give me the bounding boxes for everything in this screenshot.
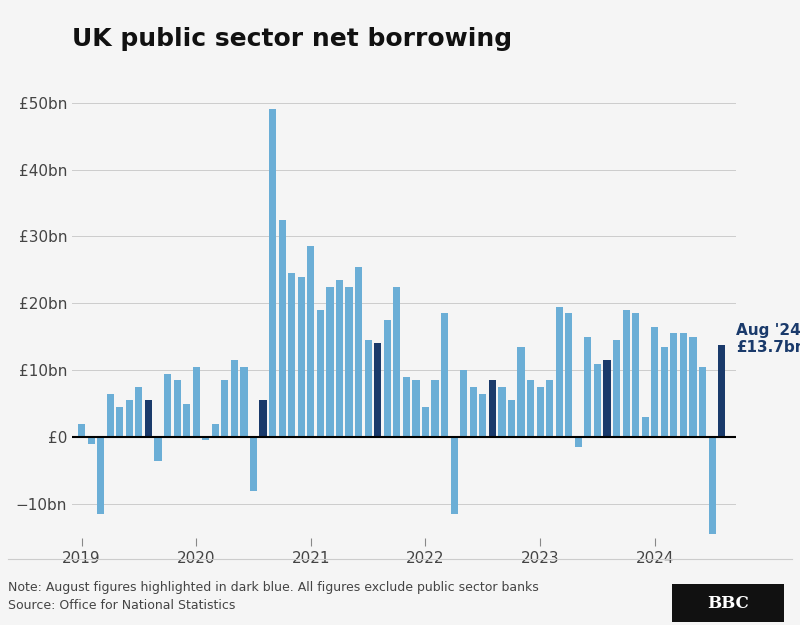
- Bar: [135, 387, 142, 437]
- Bar: [690, 337, 697, 437]
- Bar: [518, 347, 525, 437]
- Bar: [422, 407, 429, 437]
- Bar: [231, 360, 238, 437]
- Bar: [298, 277, 305, 437]
- Text: Note: August figures highlighted in dark blue. All figures exclude public sector: Note: August figures highlighted in dark…: [8, 581, 538, 594]
- Bar: [87, 437, 94, 444]
- Bar: [403, 377, 410, 437]
- Bar: [709, 437, 716, 534]
- Bar: [412, 380, 419, 437]
- Bar: [384, 320, 391, 437]
- Bar: [680, 334, 687, 437]
- Bar: [594, 364, 601, 437]
- Bar: [365, 340, 372, 437]
- Bar: [527, 380, 534, 437]
- Bar: [661, 347, 668, 437]
- Bar: [145, 401, 152, 437]
- Bar: [278, 220, 286, 437]
- Bar: [106, 394, 114, 437]
- Bar: [574, 437, 582, 447]
- Bar: [699, 367, 706, 437]
- Bar: [307, 246, 314, 437]
- Bar: [336, 280, 343, 437]
- Bar: [508, 401, 515, 437]
- Text: Source: Office for National Statistics: Source: Office for National Statistics: [8, 599, 235, 612]
- Bar: [566, 313, 572, 437]
- Bar: [269, 109, 276, 437]
- Bar: [622, 310, 630, 437]
- Bar: [202, 437, 210, 441]
- Bar: [259, 401, 266, 437]
- Bar: [642, 417, 649, 437]
- Bar: [651, 327, 658, 437]
- Bar: [317, 310, 324, 437]
- Bar: [97, 437, 104, 514]
- Bar: [460, 370, 467, 437]
- Bar: [326, 287, 334, 437]
- Bar: [222, 380, 229, 437]
- Bar: [126, 401, 133, 437]
- Bar: [240, 367, 247, 437]
- Bar: [603, 360, 610, 437]
- Bar: [489, 380, 496, 437]
- Bar: [613, 340, 620, 437]
- Bar: [450, 437, 458, 514]
- Bar: [116, 407, 123, 437]
- Bar: [346, 287, 353, 437]
- Bar: [670, 334, 678, 437]
- Bar: [441, 313, 448, 437]
- Bar: [355, 266, 362, 437]
- Bar: [718, 346, 726, 437]
- Bar: [546, 380, 554, 437]
- Bar: [537, 387, 544, 437]
- Bar: [183, 404, 190, 437]
- Bar: [174, 380, 181, 437]
- Bar: [374, 344, 382, 437]
- Bar: [154, 437, 162, 461]
- Text: BBC: BBC: [707, 594, 749, 612]
- Bar: [394, 287, 401, 437]
- Bar: [498, 387, 506, 437]
- Bar: [164, 374, 171, 437]
- Bar: [288, 273, 295, 437]
- Text: UK public sector net borrowing: UK public sector net borrowing: [72, 27, 512, 51]
- Text: Aug '24
£13.7bn: Aug '24 £13.7bn: [736, 322, 800, 355]
- Bar: [212, 424, 219, 437]
- Bar: [479, 394, 486, 437]
- Bar: [78, 424, 85, 437]
- Bar: [584, 337, 591, 437]
- Bar: [193, 367, 200, 437]
- Bar: [431, 380, 438, 437]
- Bar: [250, 437, 257, 491]
- Bar: [470, 387, 477, 437]
- Bar: [632, 313, 639, 437]
- Bar: [556, 307, 563, 437]
